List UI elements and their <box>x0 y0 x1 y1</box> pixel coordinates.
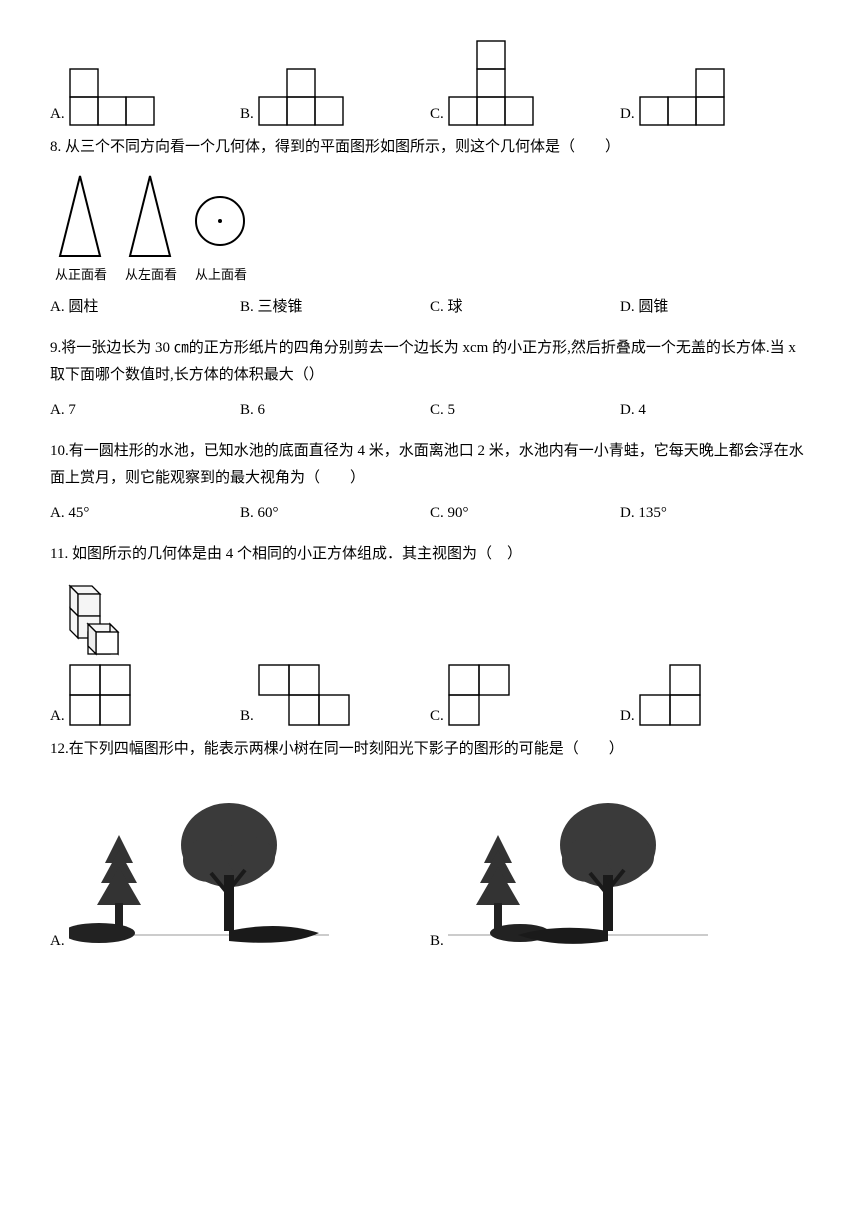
q8-view-top <box>190 171 250 261</box>
q11-opt-c-label: C. <box>430 703 444 730</box>
q12-opt-a-label: A. <box>50 928 65 955</box>
q7-shape-b <box>258 68 348 128</box>
q7-option-b: B. <box>240 68 430 128</box>
q11-option-a: A. <box>50 664 240 730</box>
q12-tree-b <box>448 775 708 955</box>
q9-opt-d: D. 4 <box>620 397 810 424</box>
q12-option-b: B. <box>430 775 810 955</box>
q11-option-c: C. <box>430 664 620 730</box>
q8-text: 8. 从三个不同方向看一个几何体，得到的平面图形如图所示，则这个几何体是（ ） <box>50 134 810 161</box>
q7-shape-a <box>69 68 159 128</box>
q12-option-a: A. <box>50 775 430 955</box>
q8-view-front <box>50 171 110 261</box>
q10-opt-b: B. 60° <box>240 500 430 527</box>
q8-label-left: 从左面看 <box>120 263 182 286</box>
q11-text: 11. 如图所示的几何体是由 4 个相同的小正方体组成．其主视图为（ ） <box>50 541 810 568</box>
q7-shape-d <box>639 68 729 128</box>
q10-opt-d: D. 135° <box>620 500 810 527</box>
q11-shape-b <box>258 664 354 730</box>
q12-options-row: A. B. <box>50 775 810 955</box>
q11-options-row: A. B. C. D. <box>50 664 810 730</box>
q8-view-left <box>120 171 180 261</box>
q11-option-b: B. <box>240 664 430 730</box>
q12-tree-a <box>69 775 329 955</box>
q7-opt-c-label: C. <box>430 101 444 128</box>
q7-option-a: A. <box>50 68 240 128</box>
q11-opt-a-label: A. <box>50 703 65 730</box>
q8-opt-b: B. 三棱锥 <box>240 294 430 321</box>
q8-opt-d: D. 圆锥 <box>620 294 810 321</box>
q8-label-front: 从正面看 <box>50 263 112 286</box>
q11-option-d: D. <box>620 664 810 730</box>
q11-opt-b-label: B. <box>240 703 254 730</box>
q10-options: A. 45° B. 60° C. 90° D. 135° <box>50 500 810 527</box>
q10-text: 10.有一圆柱形的水池，已知水池的底面直径为 4 米，水面离池口 2 米，水池内… <box>50 438 810 492</box>
q8-opt-a: A. 圆柱 <box>50 294 240 321</box>
q9-opt-b: B. 6 <box>240 397 430 424</box>
q7-opt-a-label: A. <box>50 101 65 128</box>
q7-opt-b-label: B. <box>240 101 254 128</box>
q7-shape-c <box>448 40 538 128</box>
q12-text: 12.在下列四幅图形中，能表示两棵小树在同一时刻阳光下影子的图形的可能是（ ） <box>50 736 810 763</box>
q8-label-top: 从上面看 <box>190 263 252 286</box>
q10-opt-c: C. 90° <box>430 500 620 527</box>
q7-option-d: D. <box>620 68 810 128</box>
q7-opt-d-label: D. <box>620 101 635 128</box>
q8-options: A. 圆柱 B. 三棱锥 C. 球 D. 圆锥 <box>50 294 810 321</box>
q9-options: A. 7 B. 6 C. 5 D. 4 <box>50 397 810 424</box>
q9-opt-c: C. 5 <box>430 397 620 424</box>
q7-options-row: A. B. C. D. <box>50 40 810 128</box>
q8-view-labels: 从正面看 从左面看 从上面看 <box>50 263 810 286</box>
q11-shape-a <box>69 664 135 730</box>
q8-opt-c: C. 球 <box>430 294 620 321</box>
q11-solid-figure <box>50 576 810 656</box>
q12-opt-b-label: B. <box>430 928 444 955</box>
q10-opt-a: A. 45° <box>50 500 240 527</box>
q9-text: 9.将一张边长为 30 ㎝的正方形纸片的四角分别剪去一个边长为 xcm 的小正方… <box>50 335 810 389</box>
q11-opt-d-label: D. <box>620 703 635 730</box>
q7-option-c: C. <box>430 40 620 128</box>
q11-shape-c <box>448 664 514 730</box>
q9-opt-a: A. 7 <box>50 397 240 424</box>
q8-views <box>50 171 810 261</box>
q11-shape-d <box>639 664 705 730</box>
